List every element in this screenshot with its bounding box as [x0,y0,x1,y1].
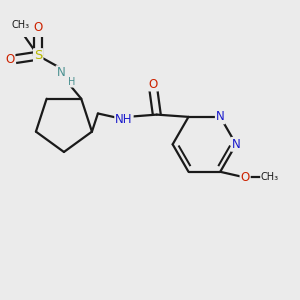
Text: H: H [68,77,76,87]
Text: CH₃: CH₃ [11,20,29,30]
Text: O: O [241,171,250,184]
Text: O: O [149,77,158,91]
Text: O: O [34,21,43,34]
Text: S: S [34,49,42,62]
Text: CH₃: CH₃ [261,172,279,182]
Text: N: N [232,138,240,151]
Text: N: N [56,66,65,79]
Text: N: N [216,110,225,123]
Text: NH: NH [115,112,133,126]
Text: O: O [5,52,14,66]
